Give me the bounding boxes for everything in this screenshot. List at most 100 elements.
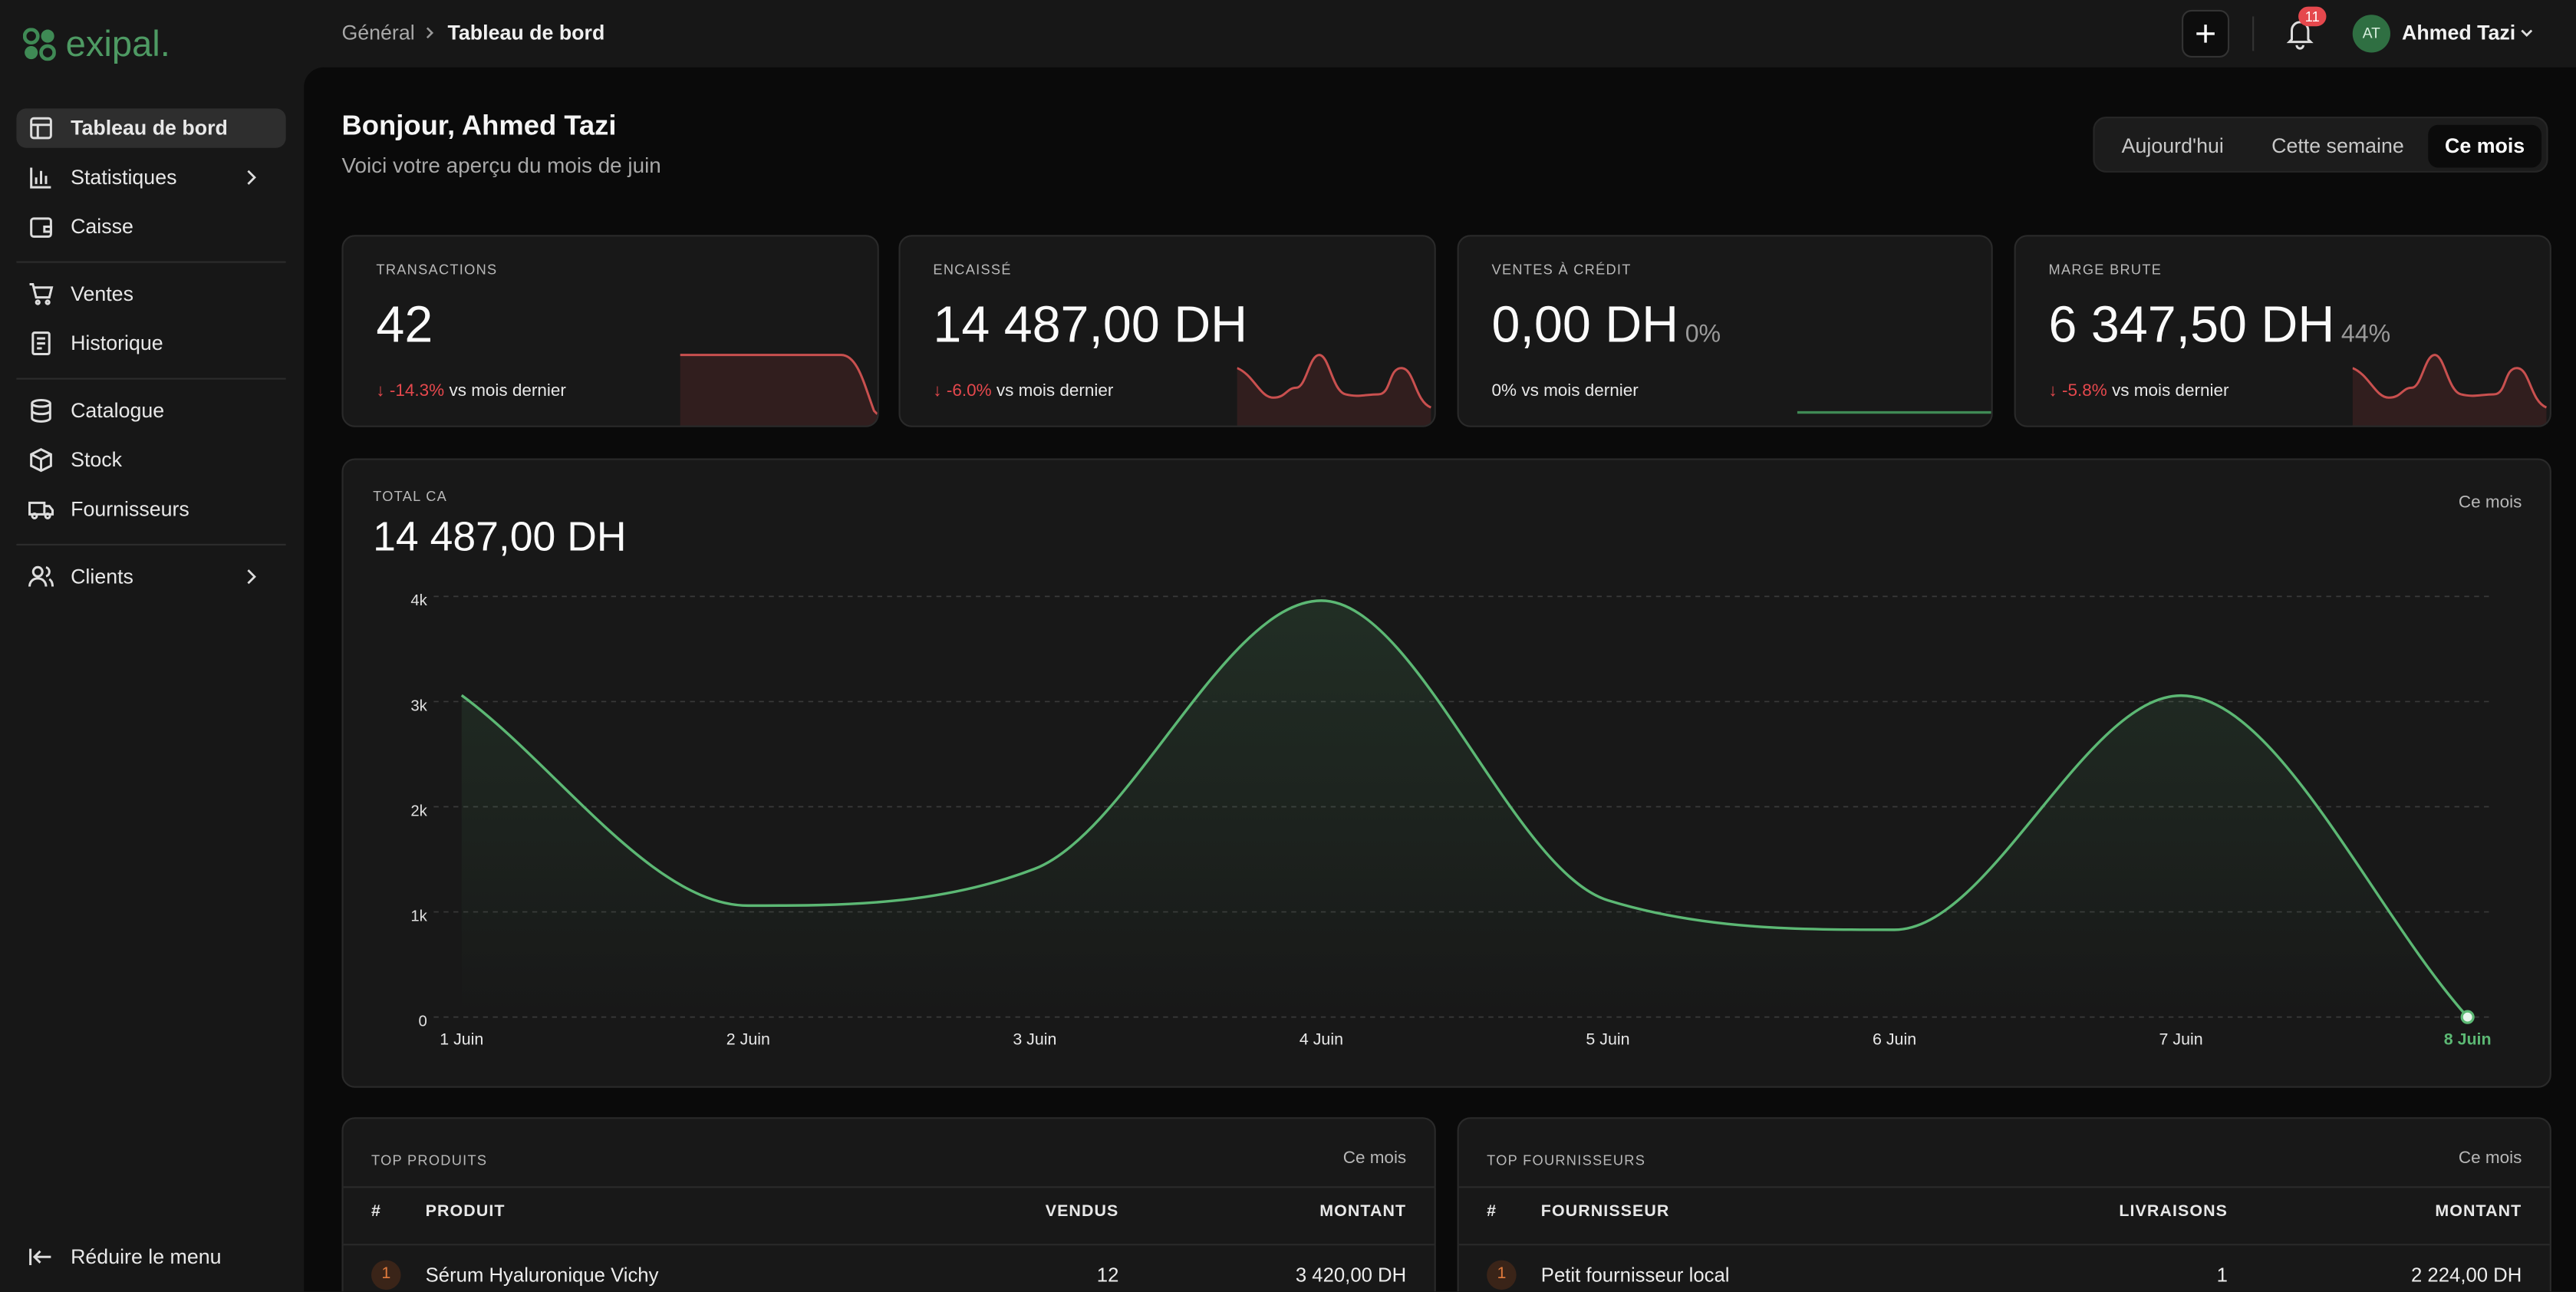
separator [16,377,286,380]
kpi-label: VENTES À CRÉDIT [1491,261,1632,278]
x-tick-label: 5 Juin [1586,1030,1629,1048]
nav-item[interactable]: Ventes [16,275,285,314]
logo-icon [22,28,56,61]
table-title: TOP PRODUITS [371,1152,488,1168]
icon [29,1248,51,1266]
add-button[interactable] [2182,9,2230,58]
kpi-change: ↓ -6.0% vs mois dernier [933,381,1113,401]
chart-card: TOTAL CA 14 487,00 DH Ce mois 0 1k 2k 3k 4k 1… [341,458,2551,1088]
plus-icon [2196,25,2215,43]
kpi-value: 0,00 DH 0% [1492,295,1721,354]
sparkline [1237,354,1432,426]
user-name[interactable]: Ahmed Tazi [2401,21,2516,44]
notifications-button[interactable]: 11 [2284,6,2327,51]
kpi-label: ENCAISSÉ [933,261,1012,278]
logo[interactable]: exipal. [22,22,170,66]
kpi-value-text: 0,00 DH [1491,295,1679,354]
period-tab[interactable]: Aujourd'hui [2121,134,2224,158]
column-header: VENDUS [1045,1202,1119,1221]
period-tab[interactable]: Cette semaine [2271,134,2404,158]
separator [16,543,286,546]
x-tick-label: 2 Juin [726,1030,770,1048]
icon [28,501,54,519]
avatar[interactable]: AT [2352,15,2390,53]
nav-item[interactable]: Historique [16,324,285,363]
kpi-card: TRANSACTIONS 42 ↓ -14.3% vs mois dernier [341,235,879,427]
column-header: # [371,1202,381,1221]
x-tick-label: 8 Juin [2444,1030,2492,1048]
icon [28,565,54,587]
nav-label: Ventes [71,282,133,306]
table-title: TOP FOURNISSEURS [1487,1152,1646,1168]
rank-badge: 1 [371,1260,401,1290]
kpi-note: vs mois dernier [1521,381,1639,401]
nav-label: Stock [71,448,123,472]
nav-item[interactable]: Stock [16,440,285,480]
nav-item[interactable]: Caisse [16,207,285,246]
cell: 12 [1096,1263,1119,1287]
nav-label: Catalogue [71,399,165,423]
icon [30,167,51,189]
kpi-value: 6 347,50 DH 44% [2049,295,2391,354]
logo-text: exipal. [65,22,170,64]
divider [2252,16,2255,51]
notification-badge: 11 [2298,6,2327,27]
kpi-note: vs mois dernier [996,381,1114,401]
greeting-title: Bonjour, Ahmed Tazi [341,110,617,142]
collapse-label: Réduire le menu [71,1245,222,1269]
chart: 0 1k 2k 3k 4k 1 Juin 2 Juin 3 Juin 4 Juin 5 Juin 6… [410,592,2492,1048]
column-header: MONTANT [2435,1202,2522,1221]
nav-item[interactable]: Catalogue [16,391,285,430]
chart-title: TOTAL CA [373,488,448,505]
breadcrumb-separator [427,27,435,39]
kpi-value-text: 6 347,50 DH [2048,295,2335,354]
nav-item[interactable]: Fournisseurs [16,489,285,529]
active-point [2460,1010,2475,1024]
cell[interactable]: Sérum Hyaluronique Vichy [425,1263,659,1287]
kpi-card: MARGE BRUTE 6 347,50 DH 44% ↓ -5.8% vs mo… [2014,235,2551,427]
user-menu-chevron[interactable] [2518,25,2535,41]
cell: 2 224,00 DH [2411,1263,2522,1287]
kpi-card: VENTES À CRÉDIT 0,00 DH 0% 0% vs mois der… [1457,235,1993,427]
x-tick-label: 1 Juin [440,1030,483,1048]
breadcrumb: Général Tableau de bord [341,21,604,44]
nav-label: Tableau de bord [71,117,228,140]
sparkline [680,354,878,426]
period-tab-active[interactable]: Ce mois [2428,124,2542,168]
nav-item[interactable]: Tableau de bord [16,108,286,148]
table-header [343,1186,1435,1246]
kpi-change-value: 0% [1491,381,1517,401]
nav-item[interactable]: Clients [16,557,285,596]
column-header: # [1487,1202,1497,1221]
icon [30,448,52,473]
y-tick-label: 1k [410,908,427,925]
chevron [247,569,256,585]
column-header: LIVRAISONS [2119,1202,2228,1221]
table-header [1458,1186,2550,1246]
column-header: MONTANT [1319,1202,1407,1221]
icon [30,117,52,140]
nav-label: Clients [71,565,133,588]
table-period: Ce mois [2458,1148,2522,1168]
nav-item[interactable]: Statistiques [16,158,285,197]
x-tick-label: 7 Juin [2159,1030,2203,1048]
arrow: ↓ [2048,381,2063,401]
nav-label: Historique [71,331,163,355]
x-tick-label: 6 Juin [1873,1030,1916,1048]
kpi-label: TRANSACTIONS [376,261,498,278]
icon [31,398,51,423]
y-tick-label: 4k [410,592,427,609]
cell[interactable]: Petit fournisseur local [1540,1263,1730,1287]
collapse-button[interactable]: Réduire le menu [16,1238,285,1277]
y-tick-label: 2k [410,803,427,819]
chart-total: 14 487,00 DH [373,514,627,561]
kpi-note: vs mois dernier [449,381,566,401]
breadcrumb-item[interactable]: Général [341,21,415,44]
icon [31,331,51,356]
column-header: FOURNISSEUR [1540,1202,1670,1221]
arrow: ↓ [933,381,947,401]
kpi-label: MARGE BRUTE [2048,261,2163,278]
